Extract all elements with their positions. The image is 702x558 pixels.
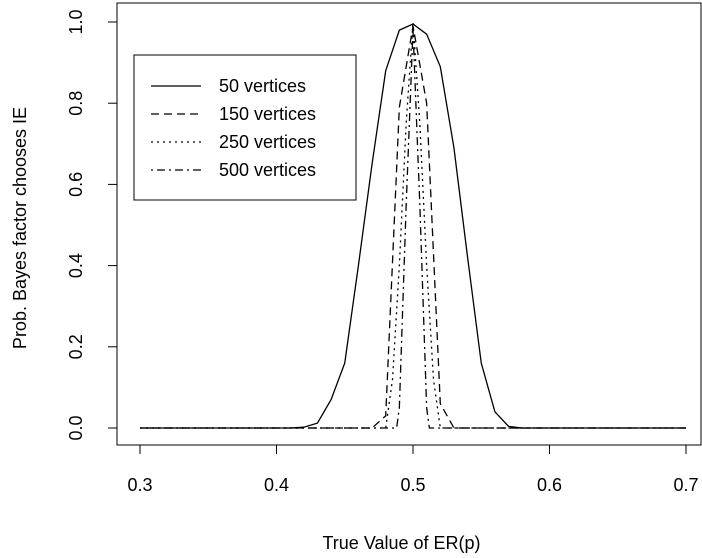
series-line-1: [140, 23, 686, 429]
legend-items: 50 vertices 150 vertices 250 vertices 500 v…: [151, 76, 316, 180]
legend-label-2: 150 vertices: [219, 104, 316, 124]
x-axis: 0.3 0.4 0.5 0.6 0.7: [127, 445, 699, 495]
y-tick-label: 0.0: [66, 415, 86, 440]
legend-label-3: 250 vertices: [219, 132, 316, 152]
x-tick-label: 0.3: [127, 475, 152, 495]
legend: 50 vertices 150 vertices 250 vertices 500 v…: [133, 54, 357, 201]
series-line-4: [140, 30, 686, 429]
y-tick-label: 0.6: [66, 172, 86, 197]
y-tick-label: 1.0: [66, 9, 86, 34]
y-axis: 0.0 0.2 0.4 0.6 0.8 1.0: [66, 9, 117, 441]
series-lines: [140, 21, 686, 429]
y-tick-label: 0.8: [66, 91, 86, 116]
legend-label-4: 500 vertices: [219, 160, 316, 180]
y-axis-label: Prob. Bayes factor chooses IE: [10, 107, 30, 349]
plot-area-frame: [116, 2, 702, 446]
x-tick-label: 0.7: [673, 475, 698, 495]
legend-label-1: 50 vertices: [219, 76, 306, 96]
x-axis-label: True Value of ER(p): [322, 533, 480, 553]
y-tick-label: 0.2: [66, 334, 86, 359]
x-tick-label: 0.5: [400, 475, 425, 495]
x-tick-label: 0.6: [537, 475, 562, 495]
y-tick-label: 0.4: [66, 253, 86, 278]
legend-frame: [133, 54, 357, 201]
series-line-3: [140, 21, 686, 429]
x-tick-label: 0.4: [264, 475, 289, 495]
